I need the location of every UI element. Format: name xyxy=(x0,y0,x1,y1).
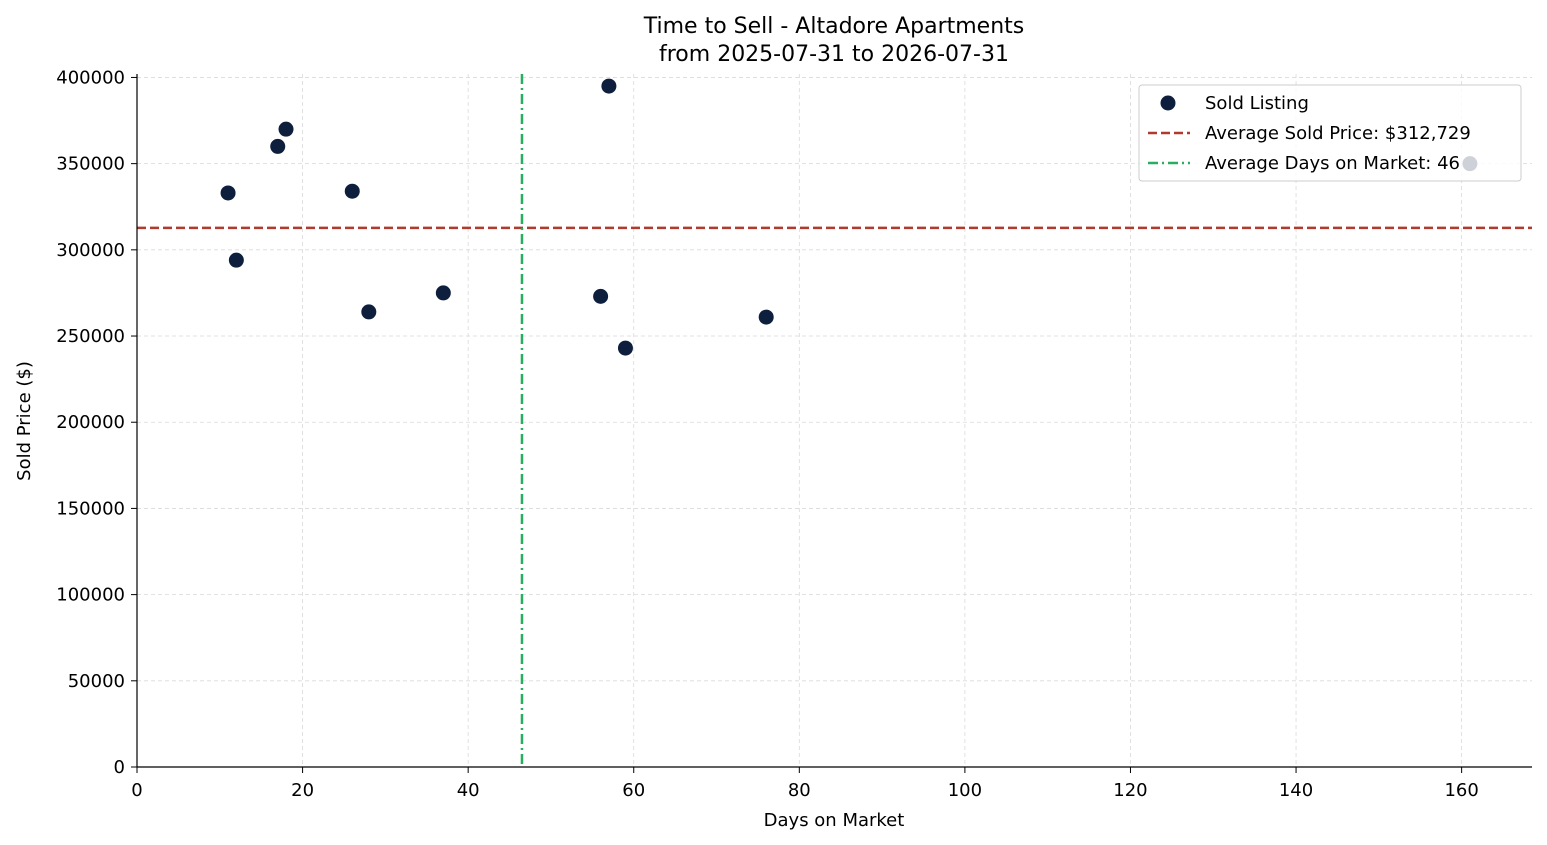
y-tick-label: 50000 xyxy=(68,671,125,692)
legend-label-average-sold-price: Average Sold Price: $312,729 xyxy=(1205,123,1471,144)
y-tick-label: 0 xyxy=(114,757,125,778)
y-tick-label: 250000 xyxy=(56,326,125,347)
x-tick-label: 20 xyxy=(291,780,314,801)
sold-listing-point xyxy=(617,340,633,356)
y-tick-label: 100000 xyxy=(56,585,125,606)
sold-listing-point xyxy=(758,309,774,325)
x-tick-label: 100 xyxy=(948,780,982,801)
x-tick-label: 40 xyxy=(457,780,480,801)
sold-listing-point xyxy=(344,183,360,199)
sold-listing-point xyxy=(361,304,377,320)
x-tick-label: 0 xyxy=(131,780,142,801)
grid xyxy=(136,74,1532,768)
y-axis-label: Sold Price ($) xyxy=(14,361,35,481)
x-tick-label: 120 xyxy=(1113,780,1147,801)
x-tick-label: 160 xyxy=(1444,780,1478,801)
legend-label-average-days-on-market: Average Days on Market: 46 xyxy=(1205,153,1460,174)
x-tick-label: 140 xyxy=(1279,780,1313,801)
chart-subtitle: from 2025-07-31 to 2026-07-31 xyxy=(659,42,1009,67)
legend-marker-sold-listing xyxy=(1160,95,1176,111)
y-tick-label: 200000 xyxy=(56,412,125,433)
data-points xyxy=(220,78,1478,356)
y-tick-label: 150000 xyxy=(56,498,125,519)
sold-listing-point xyxy=(593,288,609,304)
legend: Sold Listing Average Sold Price: $312,72… xyxy=(1138,84,1522,182)
axes: 0 20 40 60 80 100 120 140 160 0 50000 100000 150000 2… xyxy=(56,67,1532,801)
legend-box xyxy=(1138,84,1522,182)
x-tick-label: 80 xyxy=(788,780,811,801)
sold-listing-point xyxy=(228,252,244,268)
y-tick-label: 350000 xyxy=(56,154,125,175)
reference-lines xyxy=(137,74,1532,767)
chart-title: Time to Sell - Altadore Apartments xyxy=(643,14,1025,39)
sold-listing-point xyxy=(601,78,617,94)
sold-listing-point xyxy=(220,185,236,201)
y-tick-label: 300000 xyxy=(56,240,125,261)
legend-label-sold-listing: Sold Listing xyxy=(1205,93,1309,114)
sold-listing-point xyxy=(278,121,294,137)
sold-listing-point xyxy=(270,138,286,154)
y-tick-label: 400000 xyxy=(56,67,125,88)
x-axis-label: Days on Market xyxy=(764,810,905,831)
sold-listing-point xyxy=(435,285,451,301)
x-tick-label: 60 xyxy=(622,780,645,801)
